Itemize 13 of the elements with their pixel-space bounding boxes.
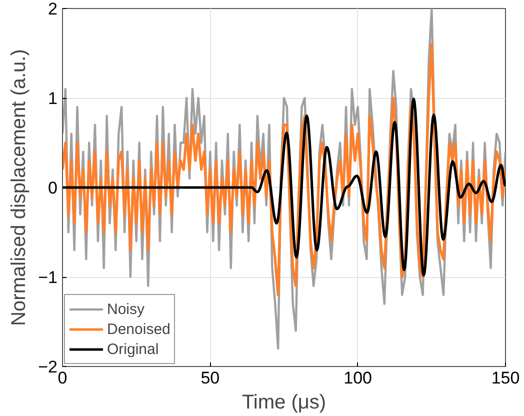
- legend-label: Noisy: [107, 300, 145, 318]
- y-tick-label: −2: [38, 358, 58, 376]
- x-tick-label: 100: [344, 368, 372, 388]
- x-tick-label: 50: [200, 368, 220, 388]
- x-tick-label: 150: [491, 368, 520, 388]
- y-tick-label: 0: [48, 178, 58, 198]
- legend-label: Original: [107, 340, 159, 358]
- y-tick-label: −1: [38, 268, 58, 287]
- x-axis-title: Time (μs): [242, 392, 326, 414]
- legend-label: Denoised: [107, 320, 170, 338]
- y-tick-label: 2: [48, 0, 58, 18]
- y-axis-title: Normalised displacement (a.u.): [8, 49, 30, 326]
- y-tick-label: 1: [48, 89, 58, 108]
